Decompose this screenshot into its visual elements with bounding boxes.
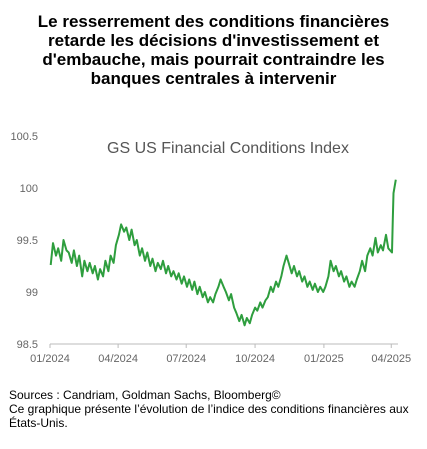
line-chart: GS US Financial Conditions Index 98.5999…	[10, 131, 411, 365]
y-tick-label: 98.5	[17, 339, 38, 351]
y-tick-label: 99	[26, 287, 38, 299]
x-tick-label: 07/2024	[166, 353, 206, 365]
note-text: Ce graphique présente l’évolution de l’i…	[9, 402, 409, 430]
x-tick-label: 10/2024	[235, 353, 275, 365]
series-line-fci	[49, 179, 397, 327]
y-axis-ticks: 98.5 99 99.5 100 100.5	[10, 131, 38, 351]
y-tick-label: 100	[20, 183, 38, 195]
x-axis-ticks: 01/2024 04/2024 07/2024 10/2024 01/2025 04/20…	[30, 353, 411, 365]
chart-footer: Sources : Candriam, Goldman Sachs, Bloom…	[9, 388, 421, 430]
x-tick-label: 01/2025	[304, 353, 344, 365]
chart-headline: Le resserrement des conditions financièr…	[37, 12, 390, 88]
x-axis-tickmarks	[49, 344, 392, 348]
sources-text: Sources : Candriam, Goldman Sachs, Bloom…	[9, 388, 281, 402]
y-tick-label: 99.5	[17, 235, 38, 247]
x-tick-label: 01/2024	[30, 353, 70, 365]
chart-title: GS US Financial Conditions Index	[107, 140, 349, 157]
x-tick-label: 04/2024	[98, 353, 138, 365]
y-tick-label: 100.5	[10, 131, 38, 143]
x-tick-label: 04/2025	[371, 353, 411, 365]
